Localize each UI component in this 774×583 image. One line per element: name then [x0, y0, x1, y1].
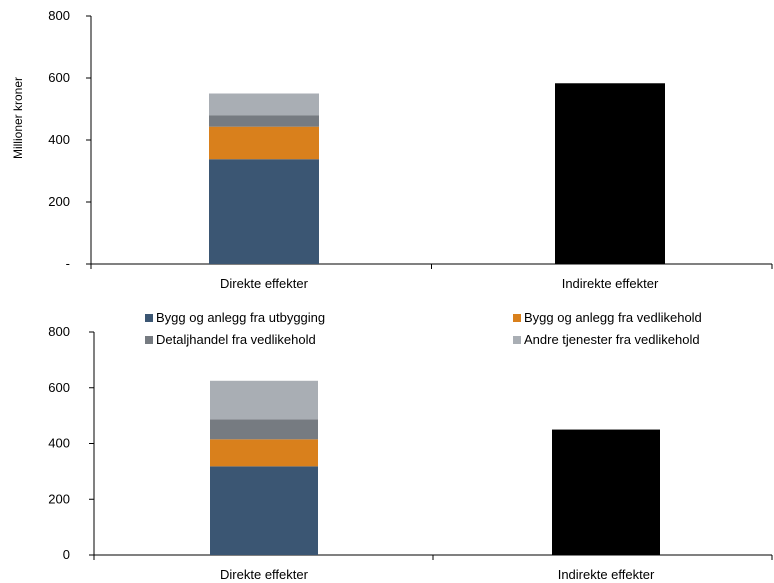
bar-segment-bygg-og-anlegg-fra-utbygging [552, 429, 660, 555]
legend-label: Andre tjenester fra vedlikehold [524, 332, 700, 347]
bar-segment-bygg-og-anlegg-fra-utbygging [209, 159, 319, 264]
bar-segment-detaljhandel-fra-vedlikehold [209, 115, 319, 127]
y-tick-label: 0 [63, 547, 70, 562]
bar-segment-andre-tjenester-fra-vedlikehold [209, 93, 319, 116]
x-category-label: Indirekte effekter [562, 276, 659, 291]
legend-swatch [513, 336, 521, 344]
y-tick-label: 400 [48, 132, 70, 147]
y-tick-label: 200 [48, 491, 70, 506]
bar-segment-detaljhandel-fra-vedlikehold [210, 419, 318, 440]
legend-label: Bygg og anlegg fra vedlikehold [524, 310, 702, 325]
y-tick-label: 600 [48, 70, 70, 85]
y-tick-label: 800 [48, 324, 70, 339]
y-tick-label: 600 [48, 380, 70, 395]
x-category-label: Direkte effekter [220, 567, 309, 582]
x-category-label: Indirekte effekter [558, 567, 655, 582]
x-category-label: Direkte effekter [220, 276, 309, 291]
y-tick-label: 800 [48, 8, 70, 23]
chart-bottom-panel: 0 200 400 600 800 Direkte effekter Indirekte e… [48, 310, 773, 582]
legend-swatch [145, 336, 153, 344]
legend-swatch [145, 314, 153, 322]
y-tick-label: 200 [48, 194, 70, 209]
y-tick-label: - [66, 256, 70, 271]
bar-segment-bygg-og-anlegg-fra-utbygging [555, 83, 665, 265]
chart-top-panel: - 200 400 600 800 Direkte effekter Indirekte e… [11, 8, 773, 291]
bar-segment-bygg-og-anlegg-fra-vedlikehold [209, 126, 319, 160]
legend-label: Detaljhandel fra vedlikehold [156, 332, 316, 347]
legend-swatch [513, 314, 521, 322]
bar-segment-bygg-og-anlegg-fra-utbygging [210, 466, 318, 555]
y-axis-title: Millioner kroner [11, 77, 25, 159]
bar-segment-andre-tjenester-fra-vedlikehold [210, 380, 318, 420]
legend-label: Bygg og anlegg fra utbygging [156, 310, 325, 325]
y-tick-label: 400 [48, 436, 70, 451]
bar-segment-bygg-og-anlegg-fra-vedlikehold [210, 439, 318, 467]
